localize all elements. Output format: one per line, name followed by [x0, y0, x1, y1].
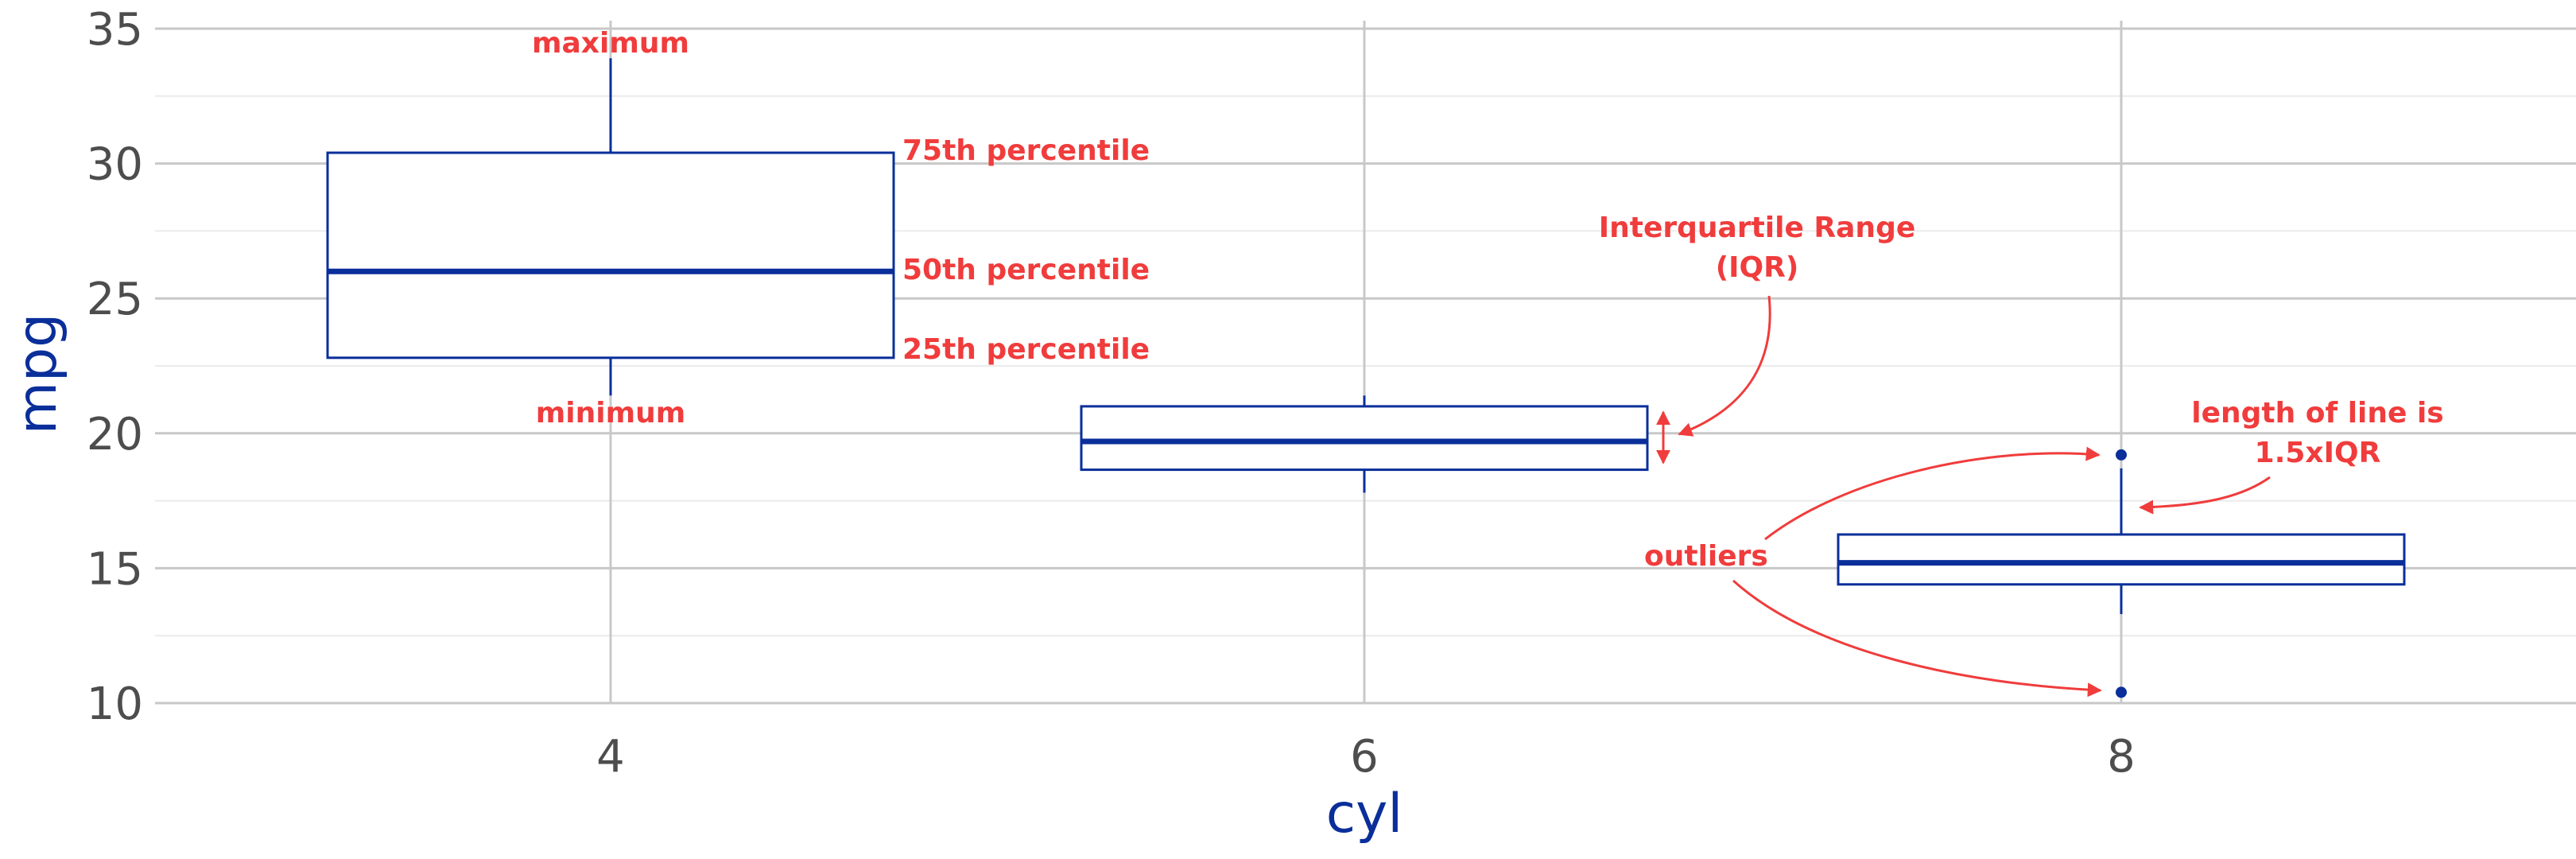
grid-lines: [155, 21, 2576, 705]
outlier-point: [2116, 686, 2127, 698]
y-tick-label: 20: [87, 409, 143, 461]
annotation-whisker-line1: length of line is: [2191, 397, 2443, 430]
annotation-75th-percentile: 75th percentile: [902, 134, 1150, 167]
annotation-minimum: minimum: [536, 397, 685, 430]
annotation-iqr-line1: Interquartile Range: [1599, 212, 1916, 244]
y-tick-label: 15: [87, 543, 143, 595]
iqr-pointer-arrow: [1678, 295, 1771, 437]
box-cyl-6: [1080, 395, 1649, 493]
box-cyl-8: [1837, 449, 2406, 698]
iqr-box: [326, 151, 895, 360]
outlier-low-arrow: [1732, 579, 2102, 698]
outlier-point: [2116, 449, 2127, 461]
outlier-high-arrow: [1764, 446, 2101, 541]
annotation-50th-percentile: 50th percentile: [902, 254, 1150, 286]
x-axis-ticks: 4 6 8: [596, 731, 2136, 783]
x-axis-title: cyl: [1326, 783, 1403, 845]
annotation-iqr-line2: (IQR): [1716, 251, 1799, 284]
y-tick-label: 25: [87, 274, 143, 325]
annotations: maximum minimum 75th percentile 50th per…: [532, 27, 2444, 698]
iqr-box: [1080, 405, 1649, 472]
y-axis-ticks: 10 15 20 25 30 35: [87, 4, 143, 730]
y-tick-label: 30: [87, 139, 143, 191]
annotation-maximum: maximum: [532, 27, 689, 60]
annotation-outliers: outliers: [1644, 540, 1768, 573]
y-axis-title: mpg: [6, 313, 69, 435]
annotation-whisker-line2: 1.5xIQR: [2255, 437, 2381, 469]
annotation-25th-percentile: 25th percentile: [902, 333, 1150, 366]
y-tick-label: 35: [87, 4, 143, 56]
y-tick-label: 10: [87, 678, 143, 730]
x-tick-label: 4: [596, 731, 625, 783]
x-tick-label: 6: [1350, 731, 1379, 783]
box-cyl-4: [326, 58, 895, 396]
boxes: [326, 58, 2406, 698]
x-tick-label: 8: [2107, 731, 2136, 783]
whisker-pointer-arrow: [2139, 476, 2271, 515]
iqr-box: [1837, 533, 2406, 586]
